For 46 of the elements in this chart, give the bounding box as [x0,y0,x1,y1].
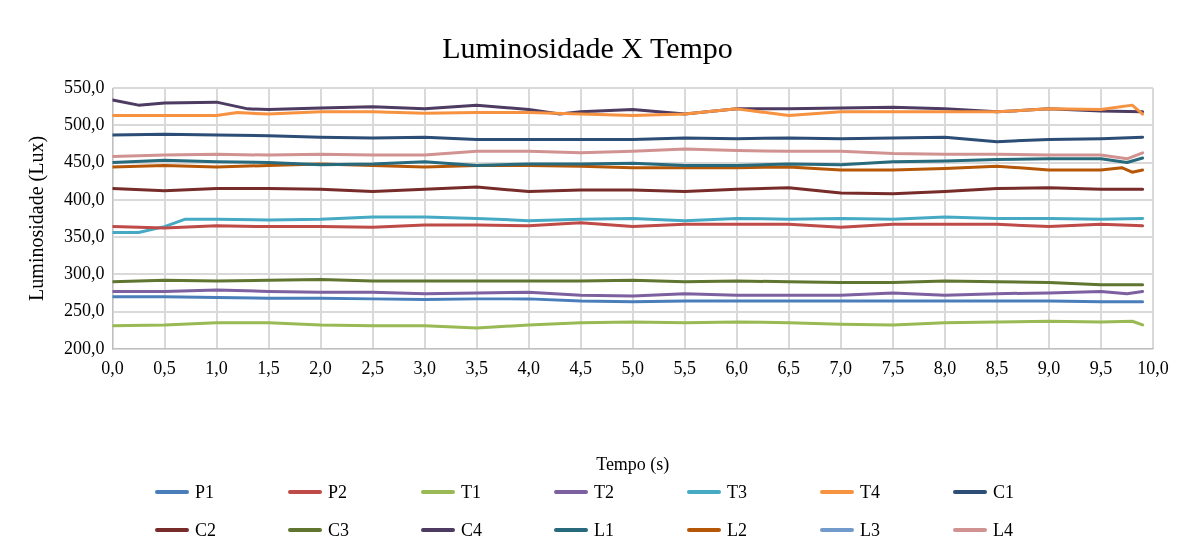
y-tick-label: 250,0 [64,300,105,321]
y-tick-label: 400,0 [64,188,105,209]
legend-label: T1 [461,481,481,503]
legend-label: C4 [461,519,483,541]
y-tick-label: 500,0 [64,113,105,134]
x-tick-label: 4,5 [569,358,592,379]
y-tick-label: 550,0 [64,76,105,97]
y-tick-label: 450,0 [64,151,105,172]
legend-label: T2 [594,481,614,503]
x-tick-label: 9,5 [1089,358,1113,379]
legend-label: T4 [860,481,880,503]
x-tick-label: 8,5 [985,358,1009,379]
x-tick-label: 7,5 [881,358,905,379]
x-tick-label: 8,0 [933,358,957,379]
x-tick-label: 1,5 [257,358,280,379]
x-tick-label: 7,0 [829,358,853,379]
legend-label: C2 [195,519,217,541]
x-tick-label: 0,5 [153,358,176,379]
x-tick-label: 5,0 [621,358,644,379]
x-tick-label: 5,5 [673,358,697,379]
x-tick-label: 2,0 [309,358,332,379]
x-tick-label: 9,0 [1037,358,1061,379]
x-tick-label: 6,0 [725,358,749,379]
legend-label: C3 [328,519,350,541]
legend-label: P2 [328,481,348,503]
x-tick-label: 3,0 [413,358,436,379]
y-axis-title: Luminosidade (Lux) [25,135,49,301]
x-tick-label: 4,0 [517,358,540,379]
x-axis-title: Tempo (s) [596,453,670,475]
x-tick-label: 2,5 [361,358,384,379]
legend-label: L4 [993,519,1013,541]
x-tick-label: 0,0 [101,358,124,379]
x-tick-label: 10,0 [1137,358,1169,379]
y-tick-label: 350,0 [64,225,105,246]
x-tick-label: 3,5 [465,358,488,379]
legend-label: T3 [727,481,747,503]
legend-label: L1 [594,519,614,541]
legend-label: C1 [993,481,1015,503]
legend-label: L2 [727,519,747,541]
x-tick-label: 1,0 [205,358,228,379]
chart-title: Luminosidade X Tempo [442,30,733,64]
legend-label: P1 [195,481,215,503]
x-tick-label: 6,5 [777,358,801,379]
y-tick-label: 300,0 [64,263,105,284]
y-tick-label: 200,0 [64,337,105,358]
legend-label: L3 [860,519,880,541]
